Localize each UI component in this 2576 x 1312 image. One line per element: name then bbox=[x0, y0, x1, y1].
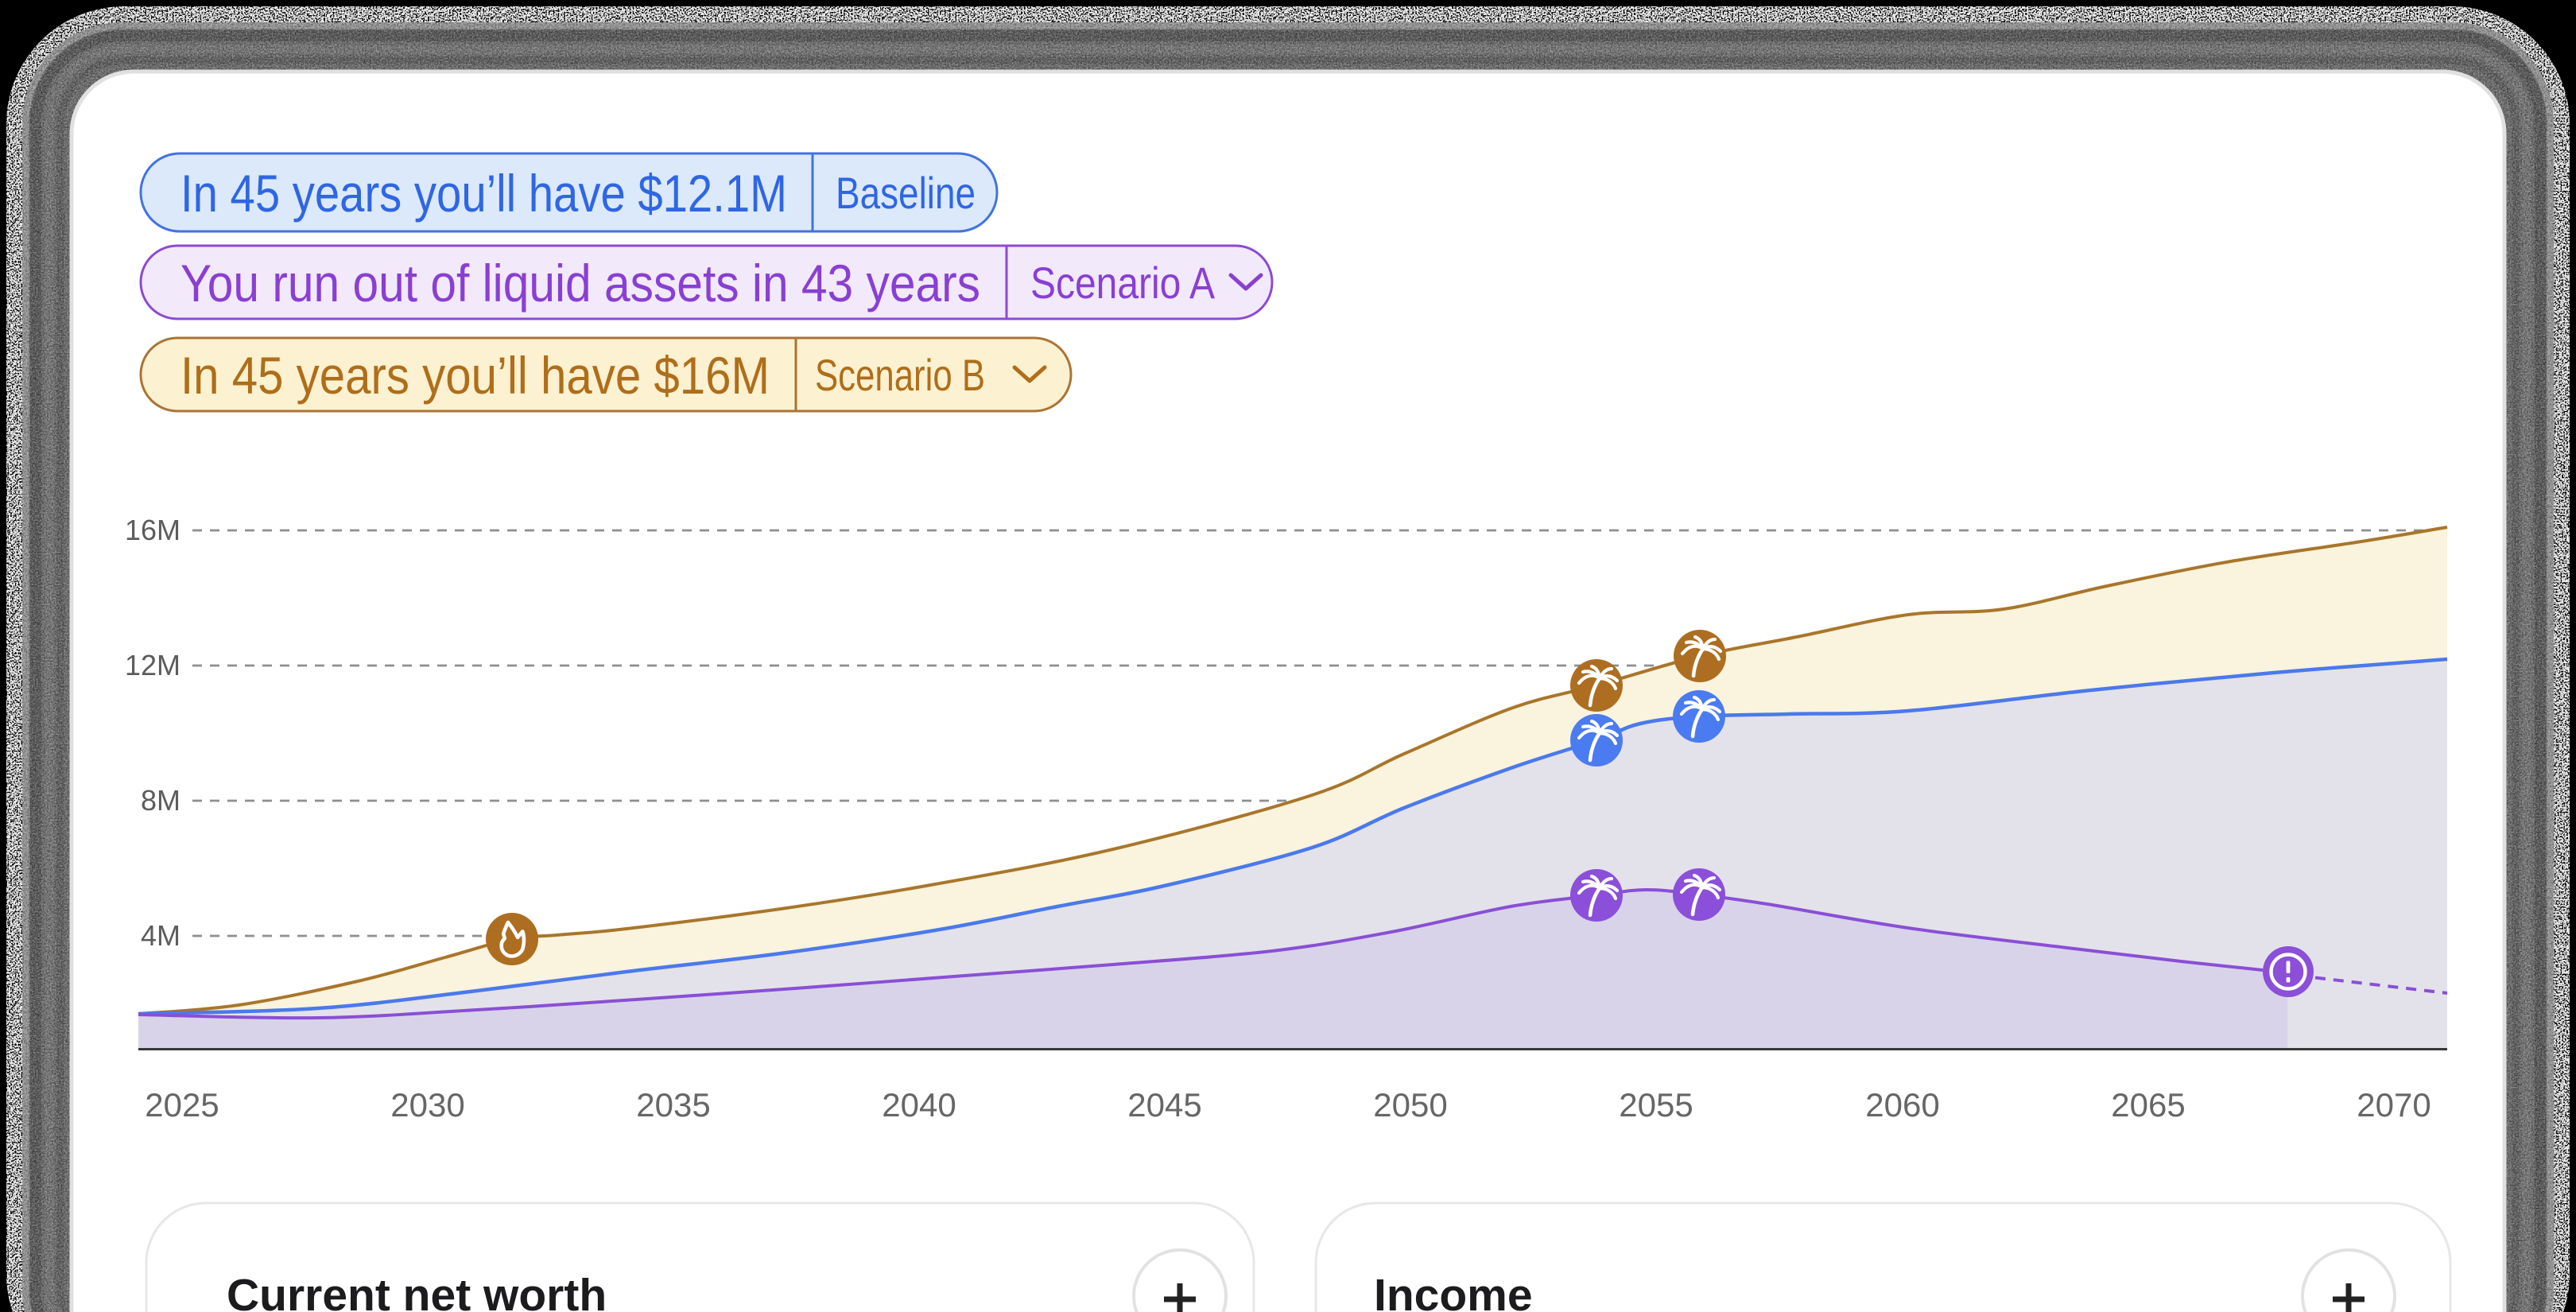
svg-text:You run out of liquid assets i: You run out of liquid assets in 43 years bbox=[180, 254, 980, 312]
svg-text:Scenario A: Scenario A bbox=[1030, 258, 1216, 308]
svg-text:Baseline: Baseline bbox=[836, 168, 976, 218]
svg-text:4M: 4M bbox=[141, 919, 180, 952]
svg-text:2055: 2055 bbox=[1619, 1086, 1693, 1124]
svg-text:8M: 8M bbox=[141, 784, 180, 817]
svg-text:2030: 2030 bbox=[390, 1086, 464, 1124]
svg-text:2050: 2050 bbox=[1373, 1086, 1447, 1124]
svg-text:2070: 2070 bbox=[2357, 1086, 2431, 1124]
svg-text:2035: 2035 bbox=[636, 1086, 710, 1124]
svg-text:2060: 2060 bbox=[1865, 1086, 1939, 1124]
svg-text:2025: 2025 bbox=[145, 1086, 219, 1124]
svg-text:12M: 12M bbox=[125, 649, 180, 681]
svg-text:2045: 2045 bbox=[1127, 1086, 1201, 1124]
svg-text:Current net worth: Current net worth bbox=[227, 1270, 607, 1312]
svg-text:Income: Income bbox=[1374, 1270, 1533, 1312]
svg-text:Scenario B: Scenario B bbox=[815, 350, 985, 400]
svg-text:2040: 2040 bbox=[882, 1086, 956, 1124]
svg-text:In 45 years you’ll have $12.1M: In 45 years you’ll have $12.1M bbox=[180, 164, 787, 223]
svg-text:In 45 years you’ll have $16M: In 45 years you’ll have $16M bbox=[180, 346, 770, 405]
svg-text:16M: 16M bbox=[125, 514, 180, 546]
svg-text:2065: 2065 bbox=[2111, 1086, 2185, 1124]
